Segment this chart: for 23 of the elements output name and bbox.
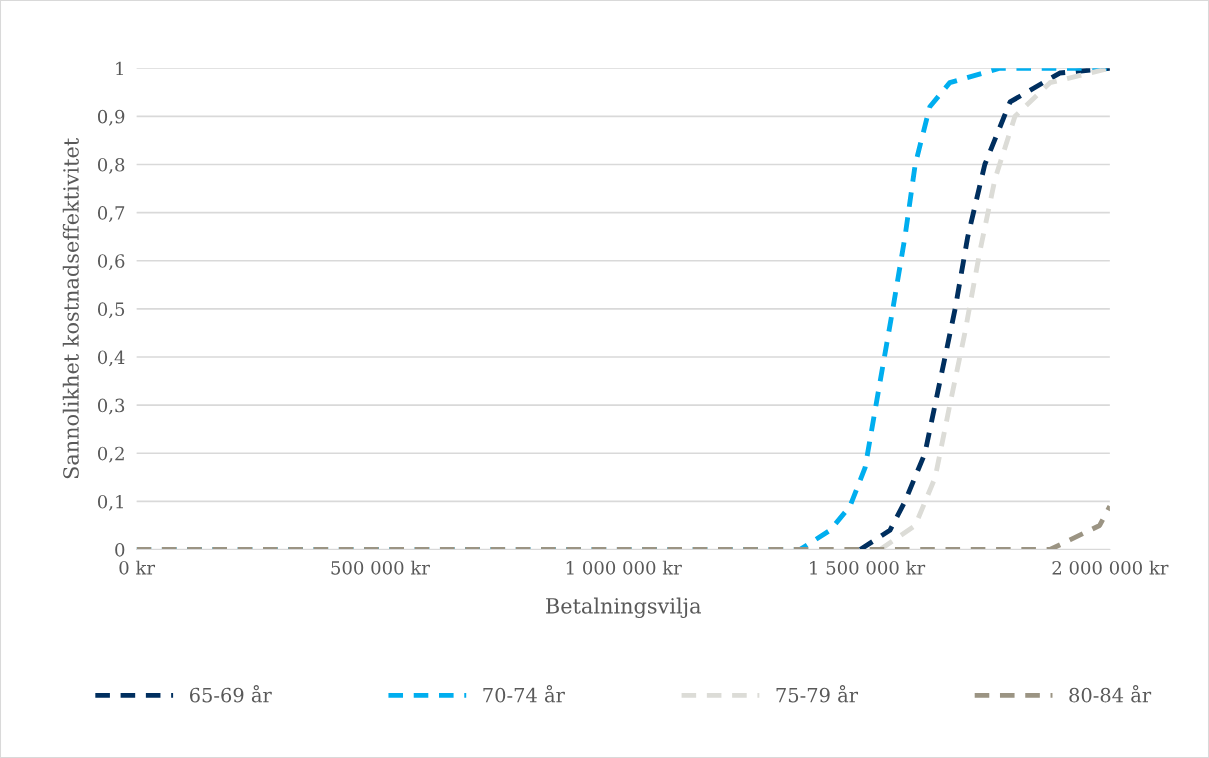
- y-tick-label: 0,8: [97, 157, 125, 174]
- x-tick-label: 2 000 000 kr: [1052, 560, 1169, 575]
- y-tick-label: 0: [115, 543, 125, 557]
- legend-label: 75-79 år: [776, 685, 859, 703]
- legend-label: 80-84 år: [1069, 685, 1152, 703]
- line-series: [136, 503, 1110, 550]
- x-tick-label: 0 kr: [119, 560, 156, 575]
- x-tick-label: 1 000 000 kr: [566, 560, 682, 575]
- x-axis-title: Betalningsvilja: [546, 597, 701, 619]
- legend-label: 70-74 år: [483, 685, 565, 703]
- x-tick-label: 500 000 kr: [331, 560, 430, 575]
- y-tick-label: 0,5: [97, 302, 125, 319]
- y-tick-label: 0,1: [97, 494, 123, 511]
- y-tick-label: 0,7: [97, 206, 125, 222]
- y-tick-label: 0,4: [97, 350, 125, 367]
- x-tick-label: 1 500 000 kr: [810, 560, 926, 575]
- y-tick-label: 0,2: [97, 446, 124, 463]
- y-axis-title: Sannolikhet kostnadseffektivitet: [62, 138, 79, 479]
- y-tick-label: 0,9: [97, 109, 125, 126]
- y-tick-label: 0,6: [97, 254, 125, 271]
- y-tick-label: 0,3: [97, 398, 125, 415]
- y-tick-label: 1: [116, 61, 123, 76]
- legend-label: 65-69 år: [189, 685, 272, 703]
